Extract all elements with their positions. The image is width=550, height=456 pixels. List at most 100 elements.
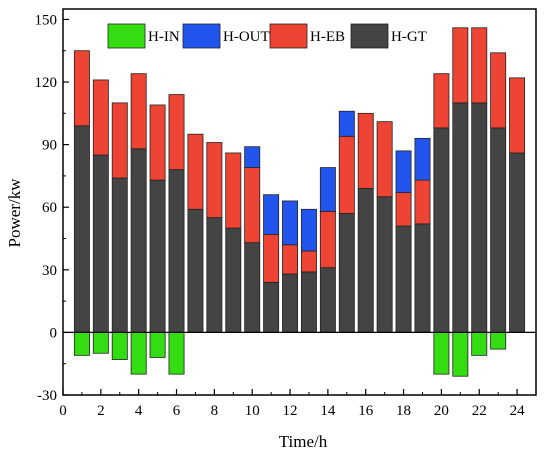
bar-h-eb-16 bbox=[357, 112, 374, 189]
bar-h-out-10 bbox=[244, 146, 261, 168]
bar-h-gt-1 bbox=[73, 125, 90, 333]
y-axis-title: Power/kw bbox=[5, 178, 24, 248]
bar-h-eb-3 bbox=[111, 102, 128, 179]
bar-h-gt-17 bbox=[376, 196, 393, 333]
bar-h-out-15 bbox=[338, 110, 355, 137]
bar-h-eb-14 bbox=[319, 210, 336, 269]
legend-swatch-h-gt bbox=[350, 23, 389, 49]
y-tick-label: 150 bbox=[35, 12, 58, 28]
bar-h-out-12 bbox=[282, 200, 299, 246]
x-tick-label: 10 bbox=[245, 403, 260, 419]
bar-h-out-18 bbox=[395, 150, 412, 194]
x-tick-label: 2 bbox=[97, 403, 105, 419]
y-axis: -30 0 30 60 90 120 150 bbox=[35, 12, 69, 404]
legend-swatch-h-eb bbox=[269, 23, 308, 49]
legend-label-h-out: H-OUT bbox=[223, 29, 270, 45]
x-tick-label: 6 bbox=[173, 403, 181, 419]
legend: H-IN H-OUT H-EB H-GT bbox=[107, 23, 427, 49]
x-tick-label: 4 bbox=[135, 403, 143, 419]
x-tick-label: 24 bbox=[510, 403, 526, 419]
bar-h-eb-2 bbox=[92, 79, 109, 156]
bar-h-gt-15 bbox=[338, 213, 355, 333]
bar-h-eb-20 bbox=[433, 73, 450, 129]
bar-h-gt-12 bbox=[282, 273, 299, 333]
bar-h-gt-2 bbox=[92, 154, 109, 333]
bar-h-eb-8 bbox=[206, 142, 223, 219]
x-tick-label: 22 bbox=[472, 403, 487, 419]
bar-h-gt-13 bbox=[300, 271, 317, 333]
x-axis: 0 2 4 6 8 10 12 14 16 18 20 22 24 bbox=[59, 389, 537, 419]
legend-swatch-h-in bbox=[107, 23, 146, 49]
bar-h-gt-24 bbox=[509, 152, 526, 333]
bar-h-gt-22 bbox=[471, 102, 488, 333]
bar-h-gt-19 bbox=[414, 223, 431, 333]
x-tick-label: 14 bbox=[320, 403, 336, 419]
bar-h-out-13 bbox=[300, 208, 317, 252]
bar-h-gt-23 bbox=[490, 127, 507, 333]
legend-swatch-h-out bbox=[182, 23, 221, 49]
bar-h-gt-11 bbox=[263, 281, 280, 333]
plot-frame bbox=[62, 8, 537, 396]
bar-h-gt-21 bbox=[452, 102, 469, 333]
x-tick-label: 8 bbox=[211, 403, 219, 419]
bar-h-gt-20 bbox=[433, 127, 450, 333]
x-tick-label: 20 bbox=[434, 403, 449, 419]
y-tick-label: -30 bbox=[37, 388, 57, 404]
legend-label-h-eb: H-EB bbox=[310, 29, 345, 45]
bar-h-in-6 bbox=[168, 332, 185, 375]
y-tick-label: 30 bbox=[42, 263, 57, 279]
bar-h-gt-8 bbox=[206, 217, 223, 333]
bar-h-gt-18 bbox=[395, 225, 412, 333]
bar-h-out-19 bbox=[414, 137, 431, 181]
y-tick-label: 120 bbox=[35, 75, 58, 91]
legend-label-h-in: H-IN bbox=[148, 29, 180, 45]
bar-h-eb-22 bbox=[471, 27, 488, 104]
bar-h-eb-5 bbox=[149, 104, 166, 181]
bar-h-in-21 bbox=[452, 332, 469, 377]
x-tick-label: 16 bbox=[358, 403, 374, 419]
x-tick-label: 0 bbox=[59, 403, 67, 419]
bar-h-eb-1 bbox=[73, 50, 90, 127]
bar-h-eb-6 bbox=[168, 94, 185, 171]
bar-h-eb-23 bbox=[490, 52, 507, 129]
bar-h-eb-7 bbox=[187, 133, 204, 210]
bar-h-eb-19 bbox=[414, 179, 431, 225]
x-tick-label: 18 bbox=[396, 403, 411, 419]
bar-h-eb-21 bbox=[452, 27, 469, 104]
bar-h-gt-3 bbox=[111, 177, 128, 333]
y-tick-label: 90 bbox=[42, 138, 57, 154]
bar-h-gt-14 bbox=[319, 267, 336, 333]
bar-h-gt-7 bbox=[187, 208, 204, 333]
bar-h-eb-15 bbox=[338, 135, 355, 214]
bar-h-in-2 bbox=[92, 332, 109, 354]
x-tick-label: 12 bbox=[283, 403, 298, 419]
x-axis-title: Time/h bbox=[279, 432, 328, 451]
y-tick-label: 0 bbox=[50, 325, 58, 341]
bar-h-eb-17 bbox=[376, 121, 393, 198]
bar-h-eb-10 bbox=[244, 167, 261, 244]
bar-h-in-23 bbox=[490, 332, 507, 350]
bar-h-eb-11 bbox=[263, 233, 280, 283]
bar-h-gt-10 bbox=[244, 242, 261, 333]
bar-h-gt-16 bbox=[357, 188, 374, 333]
bar-h-gt-4 bbox=[130, 148, 147, 333]
bar-h-eb-18 bbox=[395, 192, 412, 227]
y-tick-label: 60 bbox=[42, 200, 57, 216]
bar-h-eb-24 bbox=[509, 77, 526, 154]
bar-h-eb-9 bbox=[225, 152, 242, 229]
bar-h-in-4 bbox=[130, 332, 147, 375]
bar-h-eb-12 bbox=[282, 244, 299, 275]
bar-h-out-11 bbox=[263, 194, 280, 235]
legend-label-h-gt: H-GT bbox=[391, 29, 427, 45]
bar-h-gt-9 bbox=[225, 227, 242, 333]
bar-h-eb-4 bbox=[130, 73, 147, 150]
bar-h-gt-5 bbox=[149, 179, 166, 333]
bar-h-in-3 bbox=[111, 332, 128, 360]
bar-h-eb-13 bbox=[300, 250, 317, 273]
bar-h-in-22 bbox=[471, 332, 488, 356]
bar-h-in-20 bbox=[433, 332, 450, 375]
bar-h-gt-6 bbox=[168, 169, 185, 333]
bar-h-in-5 bbox=[149, 332, 166, 358]
bar-h-in-1 bbox=[73, 332, 90, 356]
